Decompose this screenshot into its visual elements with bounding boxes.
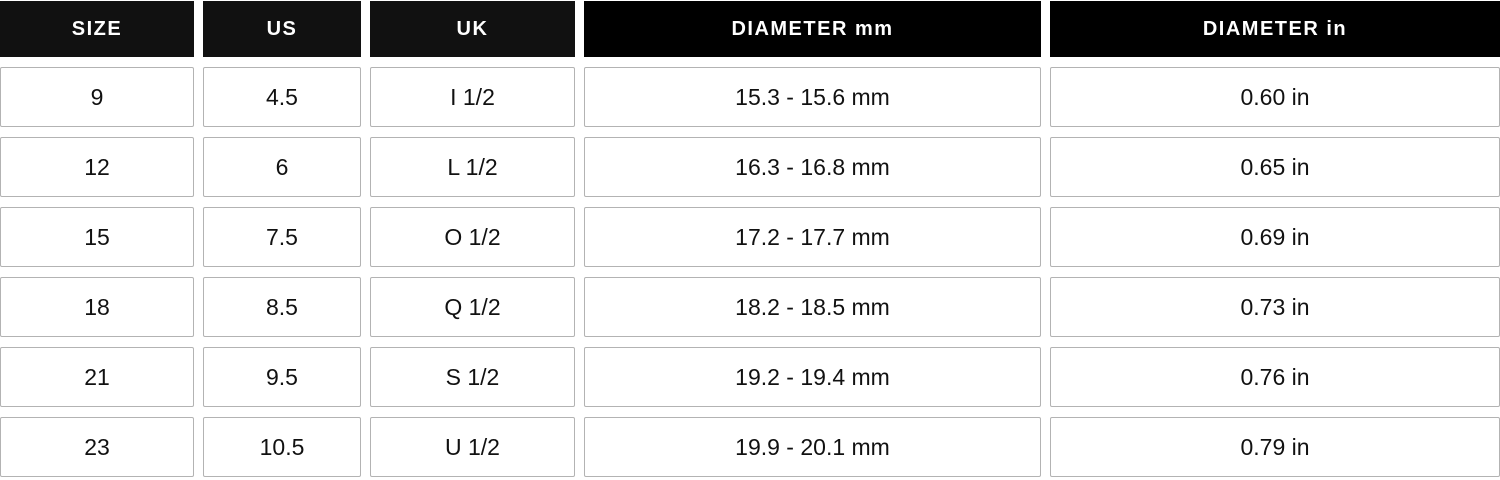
cell-diameter-in: 0.69 in	[1050, 207, 1500, 267]
cell-us: 6	[203, 137, 361, 197]
cell-diameter-in: 0.76 in	[1050, 347, 1500, 407]
cell-diameter-in: 0.79 in	[1050, 417, 1500, 477]
cell-diameter-mm: 15.3 - 15.6 mm	[584, 67, 1041, 127]
cell-uk: I 1/2	[370, 67, 575, 127]
cell-us: 4.5	[203, 67, 361, 127]
cell-size: 21	[0, 347, 194, 407]
cell-diameter-mm: 17.2 - 17.7 mm	[584, 207, 1041, 267]
cell-us: 9.5	[203, 347, 361, 407]
cell-uk: Q 1/2	[370, 277, 575, 337]
cell-diameter-mm: 19.9 - 20.1 mm	[584, 417, 1041, 477]
cell-size: 12	[0, 137, 194, 197]
cell-us: 8.5	[203, 277, 361, 337]
cell-uk: U 1/2	[370, 417, 575, 477]
cell-diameter-in: 0.60 in	[1050, 67, 1500, 127]
cell-diameter-mm: 16.3 - 16.8 mm	[584, 137, 1041, 197]
header-diameter-in: DIAMETER in	[1050, 1, 1500, 57]
cell-size: 15	[0, 207, 194, 267]
cell-us: 10.5	[203, 417, 361, 477]
cell-size: 9	[0, 67, 194, 127]
cell-uk: O 1/2	[370, 207, 575, 267]
cell-size: 18	[0, 277, 194, 337]
cell-diameter-mm: 19.2 - 19.4 mm	[584, 347, 1041, 407]
header-uk: UK	[370, 1, 575, 57]
header-size: SIZE	[0, 1, 194, 57]
header-diameter-mm: DIAMETER mm	[584, 1, 1041, 57]
cell-uk: L 1/2	[370, 137, 575, 197]
cell-diameter-in: 0.73 in	[1050, 277, 1500, 337]
cell-size: 23	[0, 417, 194, 477]
cell-us: 7.5	[203, 207, 361, 267]
cell-diameter-mm: 18.2 - 18.5 mm	[584, 277, 1041, 337]
cell-diameter-in: 0.65 in	[1050, 137, 1500, 197]
cell-uk: S 1/2	[370, 347, 575, 407]
header-us: US	[203, 1, 361, 57]
